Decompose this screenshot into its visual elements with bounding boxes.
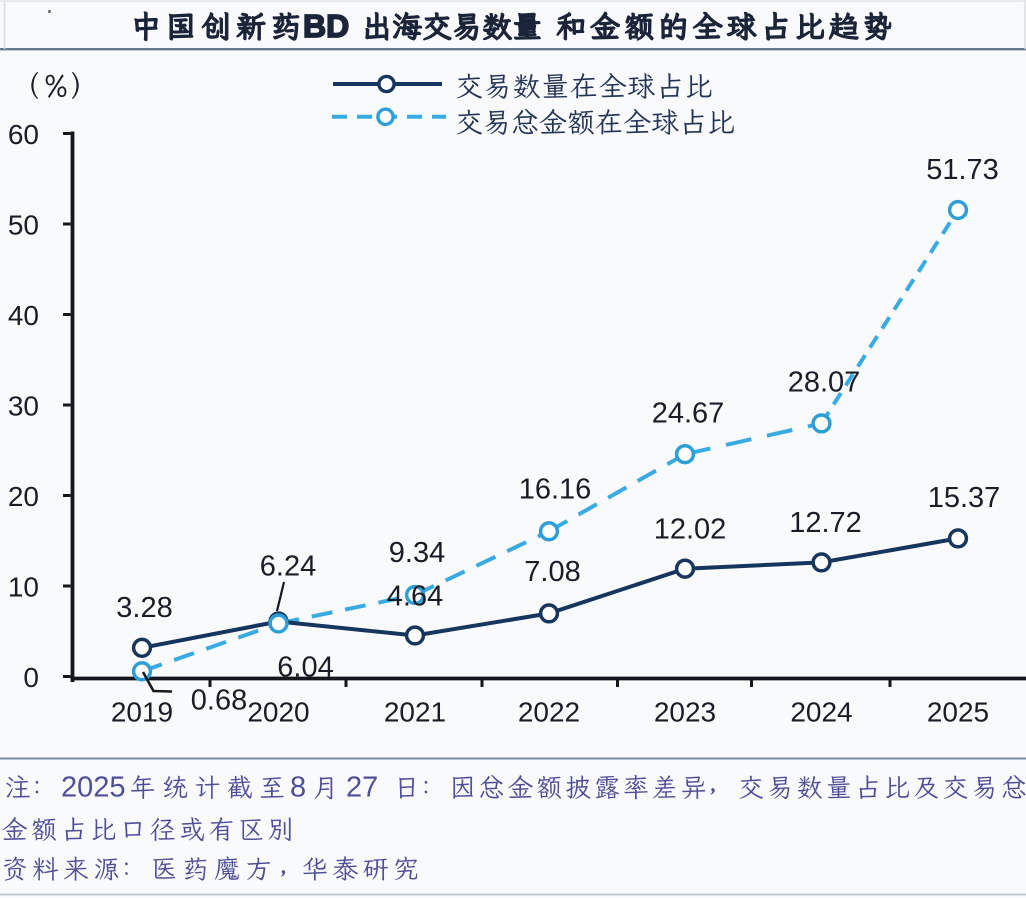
svg-text:2019: 2019 xyxy=(111,697,173,728)
svg-text:28.07: 28.07 xyxy=(788,366,861,398)
svg-text:12.02: 12.02 xyxy=(654,513,727,545)
svg-text:2021: 2021 xyxy=(384,697,446,728)
svg-text:24.67: 24.67 xyxy=(652,397,725,429)
svg-text:60: 60 xyxy=(8,119,39,150)
svg-text:51.73: 51.73 xyxy=(926,154,999,186)
svg-text:6.04: 6.04 xyxy=(277,651,333,683)
svg-text:0.68: 0.68 xyxy=(191,684,247,716)
svg-text:2024: 2024 xyxy=(790,697,852,728)
svg-text:3.28: 3.28 xyxy=(116,592,172,624)
svg-text:9.34: 9.34 xyxy=(389,537,445,569)
svg-text:0: 0 xyxy=(23,662,39,693)
svg-text:4.64: 4.64 xyxy=(387,580,443,612)
svg-text:2022: 2022 xyxy=(518,697,580,728)
svg-text:2020: 2020 xyxy=(247,697,309,728)
svg-text:50: 50 xyxy=(8,210,39,241)
svg-text:7.08: 7.08 xyxy=(524,556,580,588)
svg-text:2025: 2025 xyxy=(927,697,989,728)
svg-text:12.72: 12.72 xyxy=(789,507,862,539)
svg-text:15.37: 15.37 xyxy=(928,482,1001,514)
svg-text:16.16: 16.16 xyxy=(519,473,592,505)
svg-text:20: 20 xyxy=(8,481,39,512)
svg-text:10: 10 xyxy=(8,572,39,603)
svg-text:40: 40 xyxy=(8,300,39,331)
svg-text:30: 30 xyxy=(8,391,39,422)
svg-text:6.24: 6.24 xyxy=(260,550,316,582)
svg-text:2023: 2023 xyxy=(654,697,716,728)
